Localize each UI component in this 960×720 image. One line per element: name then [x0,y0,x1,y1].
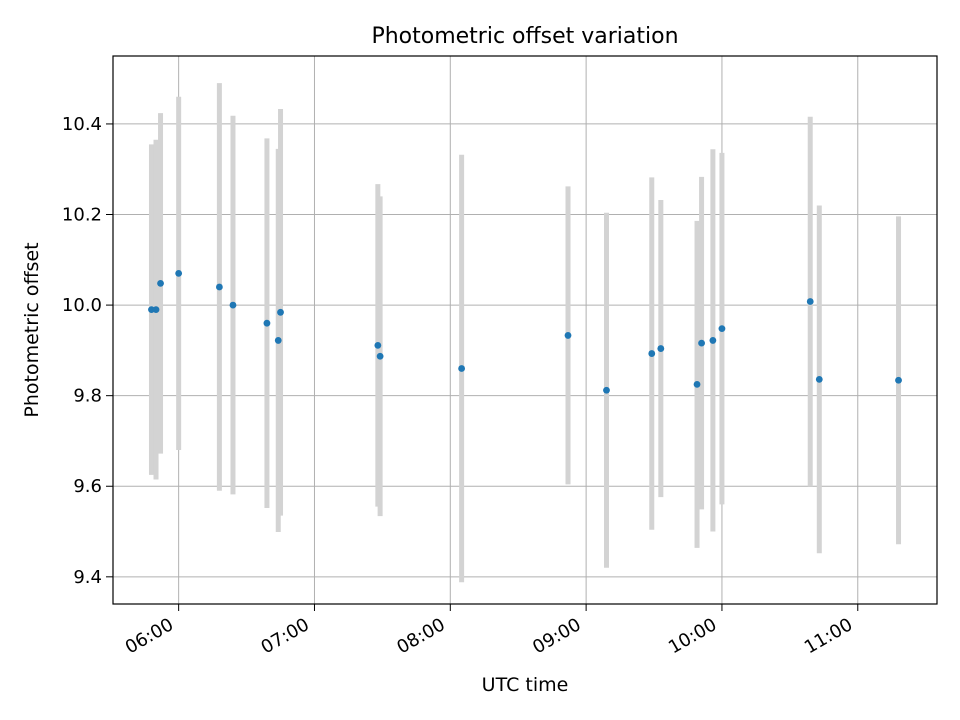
y-axis-label: Photometric offset [21,242,43,417]
x-tick-label: 09:00 [529,614,584,658]
data-point [806,298,814,305]
data-point [175,269,183,277]
data-point [215,283,223,291]
data-point [277,308,284,316]
data-point [698,339,705,347]
data-point [709,337,717,344]
x-tick-label: 07:00 [258,614,313,658]
data-point [657,345,665,352]
data-point [274,337,282,344]
x-tick-label: 06:00 [122,614,177,658]
grid [113,56,937,604]
plot-frame [112,55,938,605]
data-point [374,341,382,349]
data-point [376,352,384,360]
y-tick-label: 9.4 [73,567,102,588]
y-tick-label: 10.2 [62,205,102,226]
x-tick-label: 11:00 [801,614,856,658]
data-point [815,375,823,383]
data-point [603,386,610,394]
x-axis: 06:00 07:00 08:00 09:00 10:00 11:00 [122,604,859,658]
y-tick-label: 9.6 [73,476,102,497]
chart-title: Photometric offset variation [371,24,678,49]
y-tick-label: 10.4 [62,114,102,135]
y-axis: 9.4 9.6 9.8 10.0 10.2 10.4 [62,114,113,588]
error-bars [148,83,902,583]
data-point [693,380,701,388]
data-points [148,269,902,394]
data-point [458,365,466,372]
data-point [263,319,271,327]
y-tick-label: 10.0 [62,295,102,316]
data-point [229,301,237,309]
x-axis-label: UTC time [482,674,569,696]
data-point [564,332,572,339]
x-tick-label: 08:00 [393,614,448,658]
data-point [648,350,656,357]
data-point [895,376,902,384]
data-point [152,306,160,314]
data-point [157,279,164,287]
x-tick-label: 10:00 [665,614,720,658]
data-point [718,325,726,333]
y-tick-label: 9.8 [73,386,102,407]
